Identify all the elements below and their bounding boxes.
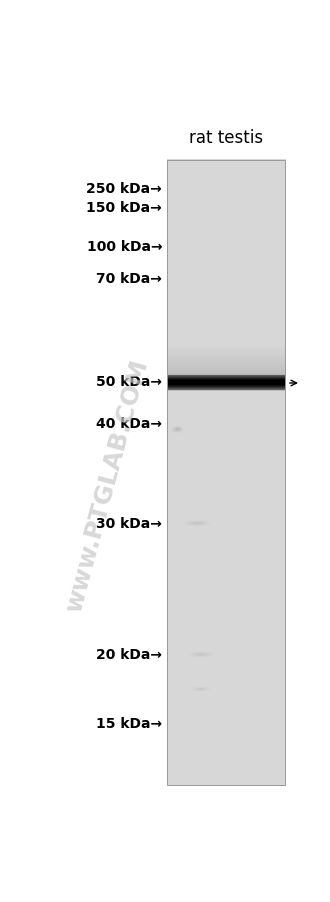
Text: www.PTGLAB.COM: www.PTGLAB.COM [62, 356, 152, 614]
Text: 20 kDa→: 20 kDa→ [96, 648, 162, 661]
Text: 40 kDa→: 40 kDa→ [96, 417, 162, 430]
Text: 15 kDa→: 15 kDa→ [96, 716, 162, 731]
Text: 30 kDa→: 30 kDa→ [96, 517, 162, 530]
Bar [167, 161, 285, 785]
Text: rat testis: rat testis [189, 129, 263, 147]
Text: 250 kDa→: 250 kDa→ [86, 182, 162, 196]
Text: 70 kDa→: 70 kDa→ [96, 272, 162, 286]
Text: 100 kDa→: 100 kDa→ [86, 240, 162, 253]
Text: 150 kDa→: 150 kDa→ [86, 201, 162, 216]
Text: 50 kDa→: 50 kDa→ [96, 374, 162, 388]
